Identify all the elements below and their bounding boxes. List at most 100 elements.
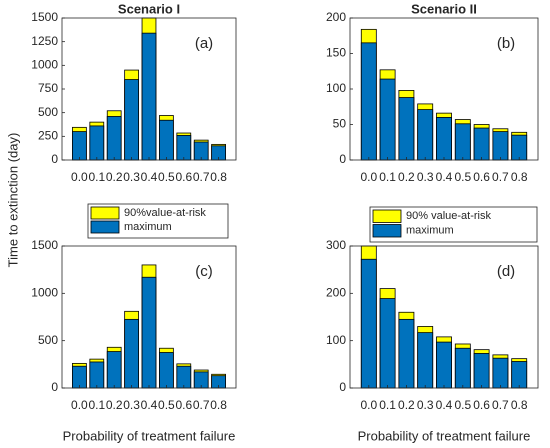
x-tick-label: 0.1 (88, 398, 105, 412)
x-tick-label: 0.7 (193, 398, 210, 412)
x-tick-label: 0.0 (360, 170, 377, 184)
bar (159, 119, 174, 161)
x-tick-label: 0.8 (511, 398, 528, 412)
legend-swatch (372, 209, 402, 223)
x-tick-label: 0.0 (71, 398, 88, 412)
y-tick-label: 200 (326, 286, 346, 300)
bar (141, 32, 157, 161)
bar (360, 258, 377, 389)
bar (124, 79, 139, 161)
x-tick-label: 0.2 (106, 398, 123, 412)
y-tick-label: 500 (38, 105, 58, 119)
bar (436, 117, 452, 161)
legend-swatch (90, 206, 120, 220)
y-axis-label: Time to extinction (day) (5, 133, 20, 268)
bar (511, 134, 528, 161)
y-tick-label: 150 (326, 46, 346, 60)
x-tick-label: 0.7 (492, 170, 509, 184)
x-tick-label: 0.1 (379, 170, 396, 184)
x-axis-label: Probability of treatment failure (358, 428, 531, 443)
y-tick-label: 250 (38, 129, 58, 143)
x-tick-label: 0.2 (106, 170, 123, 184)
x-tick-label: 0.4 (436, 398, 453, 412)
y-tick-label: 1000 (31, 286, 58, 300)
bar (436, 341, 452, 389)
x-tick-label: 0.5 (158, 170, 175, 184)
x-tick-label: 0.7 (492, 398, 509, 412)
bar (106, 351, 122, 389)
legend-swatch (90, 220, 120, 234)
bar (454, 123, 471, 161)
x-tick-label: 0.7 (193, 170, 210, 184)
x-tick-label: 0.2 (398, 398, 415, 412)
chart-title: Scenario II (411, 1, 477, 16)
x-tick-label: 0.0 (360, 398, 377, 412)
bar (159, 352, 174, 389)
y-tick-label: 1000 (31, 58, 58, 72)
legend-label: maximum (406, 225, 454, 237)
bar (141, 276, 157, 389)
bar (124, 318, 139, 389)
x-axis-label: Probability of treatment failure (63, 428, 236, 443)
bar (379, 78, 396, 161)
chart-title: Scenario I (118, 1, 180, 16)
bar (360, 42, 377, 161)
bar (398, 97, 415, 161)
bar (454, 347, 471, 389)
x-tick-label: 0.3 (123, 170, 140, 184)
bar (417, 332, 434, 389)
bar (379, 298, 396, 389)
y-tick-label: 0 (51, 152, 58, 166)
y-tick-label: 0 (339, 380, 346, 394)
bar (176, 134, 192, 161)
bar (89, 361, 105, 389)
y-tick-label: 500 (38, 333, 58, 347)
x-tick-label: 0.6 (175, 170, 192, 184)
x-tick-label: 0.8 (210, 398, 227, 412)
legend-label: 90% value-at-risk (406, 210, 491, 222)
y-tick-label: 100 (326, 81, 346, 95)
x-tick-label: 0.0 (71, 170, 88, 184)
y-tick-label: 0 (339, 152, 346, 166)
legend-label: 90%value-at-risk (124, 207, 206, 219)
bar (417, 109, 434, 161)
x-tick-label: 0.6 (175, 398, 192, 412)
panel-label: (b) (497, 35, 515, 52)
bar (72, 365, 87, 389)
x-tick-label: 0.5 (158, 398, 175, 412)
y-tick-label: 100 (326, 333, 346, 347)
legend-label: maximum (124, 221, 172, 233)
bar (106, 116, 122, 161)
y-tick-label: 750 (38, 81, 58, 95)
y-tick-label: 1250 (31, 34, 58, 48)
bar (473, 353, 490, 389)
x-tick-label: 0.5 (454, 398, 471, 412)
bar (492, 357, 509, 389)
x-tick-label: 0.6 (473, 398, 490, 412)
legend-swatch (372, 224, 402, 238)
x-tick-label: 0.4 (141, 398, 158, 412)
bar (89, 125, 105, 161)
y-tick-label: 1500 (31, 238, 58, 252)
x-tick-label: 0.8 (210, 170, 227, 184)
bar (176, 365, 192, 389)
x-tick-label: 0.3 (417, 398, 434, 412)
y-tick-label: 300 (326, 238, 346, 252)
x-tick-label: 0.8 (511, 170, 528, 184)
bar (492, 131, 509, 161)
y-tick-label: 1500 (31, 10, 58, 24)
x-tick-label: 0.4 (141, 170, 158, 184)
y-tick-label: 0 (51, 380, 58, 394)
x-tick-label: 0.6 (473, 170, 490, 184)
x-tick-label: 0.3 (123, 398, 140, 412)
x-tick-label: 0.4 (436, 170, 453, 184)
y-tick-label: 200 (326, 10, 346, 24)
x-tick-label: 0.3 (417, 170, 434, 184)
bar (473, 127, 490, 161)
bar (398, 318, 415, 389)
x-tick-label: 0.1 (88, 170, 105, 184)
x-tick-label: 0.2 (398, 170, 415, 184)
y-tick-label: 50 (333, 117, 347, 131)
x-tick-label: 0.1 (379, 398, 396, 412)
